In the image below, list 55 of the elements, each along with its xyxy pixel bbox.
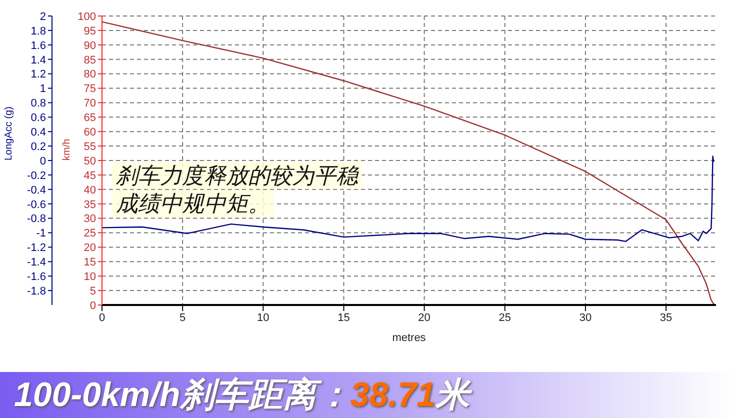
y2-tick-label: 1 xyxy=(40,83,46,96)
y-tick-label: 45 xyxy=(84,170,96,182)
y-tick-label: 30 xyxy=(84,213,96,226)
y2-tick-label: 0.6 xyxy=(30,112,46,124)
y-tick-label: 25 xyxy=(84,228,96,240)
y2-tick-label: 1.4 xyxy=(30,54,46,66)
y-tick-label: 100 xyxy=(78,10,96,23)
y2-tick-label: -0.2 xyxy=(27,170,46,182)
y2-tick-label: 1.8 xyxy=(30,25,46,38)
y2-axis-title: LongAcc (g) xyxy=(4,106,15,160)
x-tick-label: 20 xyxy=(418,312,430,324)
y2-tick-label: -0.6 xyxy=(27,198,46,211)
y2-tick-label: 0.4 xyxy=(30,126,46,139)
y-tick-label: 80 xyxy=(84,68,96,81)
y2-tick-label: 0 xyxy=(40,155,46,168)
y-tick-label: 55 xyxy=(84,140,96,153)
y-tick-label: 0 xyxy=(90,300,96,312)
y2-tick-label: 0.8 xyxy=(30,98,46,110)
y2-tick-label: -1.4 xyxy=(27,256,46,269)
annotation: 成绩中规中矩。 xyxy=(112,190,274,217)
y2-tick-label: -1.8 xyxy=(27,285,46,298)
x-tick-label: 25 xyxy=(498,312,512,324)
y-tick-label: 85 xyxy=(84,54,96,66)
y2-tick-label: -0.4 xyxy=(27,184,46,196)
y2-tick-label: 1.6 xyxy=(30,40,46,52)
x-tick-label: 10 xyxy=(257,312,270,324)
x-tick-label: 15 xyxy=(338,312,350,324)
annotation: 刹车力度释放的较为平稳 xyxy=(112,162,362,189)
y2-tick-label: 2 xyxy=(40,10,46,23)
x-tick-label: 30 xyxy=(579,312,592,324)
y-tick-label: 5 xyxy=(90,285,96,298)
y-tick-label: 20 xyxy=(84,242,96,254)
y-tick-label: 40 xyxy=(84,184,96,196)
y2-tick-label: 1.2 xyxy=(30,68,46,81)
y-tick-label: 70 xyxy=(84,98,96,110)
x-tick-label: 5 xyxy=(180,312,186,324)
x-tick-label: 35 xyxy=(660,312,672,324)
y-tick-label: 60 xyxy=(84,126,96,139)
line-series xyxy=(102,156,714,242)
y-tick-label: 75 xyxy=(84,83,96,96)
x-axis-title: metres xyxy=(392,332,426,344)
y2-tick-label: 0.2 xyxy=(30,140,46,153)
y2-tick-label: -1 xyxy=(36,228,46,240)
y-axis-title: km/h xyxy=(62,138,73,160)
y2-tick-label: -1.2 xyxy=(27,242,46,254)
y2-tick-label: -1.6 xyxy=(27,271,46,284)
y-tick-label: 50 xyxy=(84,155,96,168)
y-tick-label: 65 xyxy=(84,112,96,124)
y-tick-label: 15 xyxy=(84,256,96,269)
y2-tick-label: -0.8 xyxy=(27,213,46,226)
y-tick-label: 35 xyxy=(84,198,96,211)
y-tick-label: 90 xyxy=(84,40,96,52)
y-tick-label: 10 xyxy=(84,271,96,284)
y-tick-label: 95 xyxy=(84,25,96,38)
x-tick-label: 0 xyxy=(98,312,106,324)
